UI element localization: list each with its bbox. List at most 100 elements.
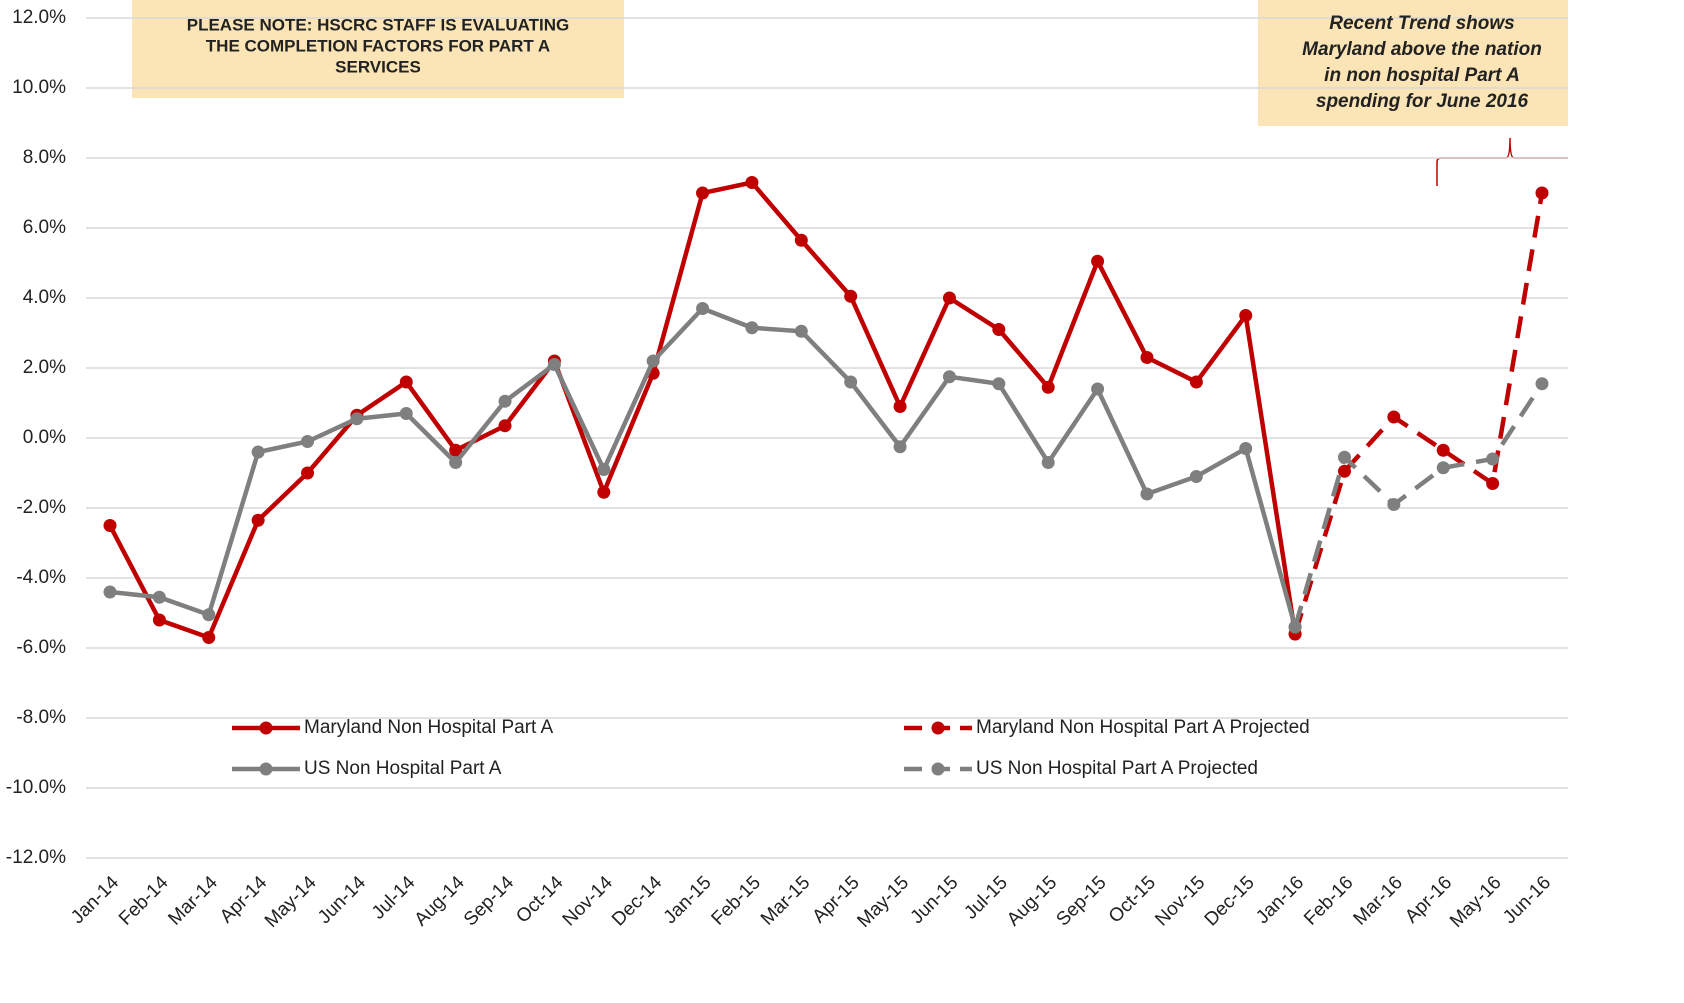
y-tick-label: -12.0% bbox=[6, 847, 66, 868]
y-tick-label: -10.0% bbox=[6, 777, 66, 798]
data-point bbox=[844, 375, 858, 389]
annotation: Recent Trend shows bbox=[1329, 13, 1514, 34]
x-tick-label: Jan-14 bbox=[67, 872, 123, 928]
data-point bbox=[1140, 487, 1154, 501]
data-point bbox=[597, 485, 611, 499]
data-point bbox=[449, 443, 463, 457]
data-point bbox=[745, 176, 759, 189]
legend-label: US Non Hospital Part A Projected bbox=[976, 758, 1258, 779]
data-point bbox=[1535, 377, 1549, 391]
bracket bbox=[1436, 137, 1568, 186]
data-point bbox=[1239, 309, 1253, 322]
series-line bbox=[109, 305, 1298, 628]
series-line bbox=[108, 180, 1298, 641]
y-tick-label: 0.0% bbox=[23, 427, 66, 448]
x-tick-label: Sep-14 bbox=[460, 872, 518, 930]
data-point bbox=[1288, 620, 1302, 634]
y-tick-label: 4.0% bbox=[23, 287, 66, 308]
grid bbox=[86, 17, 1568, 859]
data-point bbox=[202, 631, 216, 644]
data-point bbox=[251, 513, 265, 527]
legend-marker bbox=[259, 721, 273, 735]
data-point bbox=[498, 394, 512, 408]
x-tick-label: Sep-15 bbox=[1052, 872, 1110, 930]
x-tick-label: Mar-15 bbox=[757, 872, 814, 929]
annotation: spending for June 2016 bbox=[1316, 91, 1529, 112]
legend-marker bbox=[259, 762, 273, 776]
series-line bbox=[1292, 192, 1545, 635]
x-tick-label: Mar-14 bbox=[164, 872, 222, 930]
x-tick-label: Nov-14 bbox=[559, 872, 617, 930]
x-tick-label: Aug-14 bbox=[411, 872, 469, 930]
data-point bbox=[301, 466, 315, 480]
data-point bbox=[646, 354, 660, 368]
x-tick-label: May-15 bbox=[854, 872, 914, 932]
data-point bbox=[794, 324, 808, 338]
data-point bbox=[251, 445, 265, 459]
legend-marker bbox=[931, 762, 945, 776]
data-point bbox=[794, 233, 808, 247]
data-point bbox=[1337, 450, 1351, 464]
note-box bbox=[1258, 0, 1568, 126]
data-point bbox=[449, 456, 463, 469]
data-point bbox=[696, 302, 710, 315]
x-tick-label: Feb-15 bbox=[708, 872, 765, 929]
data-point bbox=[498, 419, 512, 433]
x-tick-label: Oct-15 bbox=[1105, 872, 1160, 927]
y-tick-label: -4.0% bbox=[16, 567, 66, 588]
data-point bbox=[696, 186, 710, 200]
legend-label: US Non Hospital Part A bbox=[304, 758, 502, 779]
data-point bbox=[1189, 375, 1203, 389]
data-point bbox=[1436, 461, 1450, 475]
x-tick-label: Mar-16 bbox=[1350, 872, 1407, 929]
data-point bbox=[1091, 382, 1105, 396]
data-point bbox=[1337, 464, 1351, 478]
x-tick-label: Jan-15 bbox=[660, 872, 716, 928]
data-point bbox=[1189, 470, 1203, 483]
data-point bbox=[1387, 498, 1401, 511]
y-tick-label: 8.0% bbox=[23, 147, 66, 168]
legend-marker bbox=[931, 721, 945, 735]
y-tick-label: 2.0% bbox=[23, 357, 66, 378]
data-point bbox=[1486, 452, 1500, 466]
data-point bbox=[301, 435, 315, 448]
x-tick-label: Jun-16 bbox=[1499, 872, 1555, 928]
x-tick-label: Aug-15 bbox=[1003, 872, 1061, 930]
y-tick-label: 10.0% bbox=[12, 77, 66, 98]
x-tick-label: Dec-14 bbox=[608, 872, 666, 930]
x-tick-label: Oct-14 bbox=[512, 872, 567, 927]
data-point bbox=[202, 608, 216, 622]
data-point bbox=[992, 377, 1006, 391]
data-point bbox=[893, 440, 907, 454]
x-tick-label: Feb-16 bbox=[1300, 872, 1357, 929]
x-tick-label: May-14 bbox=[261, 872, 321, 932]
x-tick-label: Dec-15 bbox=[1201, 872, 1259, 930]
data-point bbox=[844, 289, 858, 303]
data-point bbox=[942, 291, 956, 305]
annotation: PLEASE NOTE: HSCRC STAFF IS EVALUATING bbox=[187, 15, 570, 34]
data-point bbox=[1535, 186, 1549, 200]
data-point bbox=[1436, 443, 1450, 457]
note-box bbox=[132, 0, 624, 98]
x-tick-label: Jun-14 bbox=[314, 872, 370, 928]
x-tick-label: Nov-15 bbox=[1151, 872, 1209, 930]
data-point bbox=[1387, 410, 1401, 424]
data-point bbox=[399, 407, 413, 420]
data-point bbox=[1486, 477, 1500, 490]
data-point bbox=[1140, 351, 1154, 364]
data-point bbox=[103, 585, 117, 599]
data-point bbox=[745, 321, 759, 335]
data-point bbox=[893, 400, 907, 413]
data-point bbox=[992, 323, 1006, 336]
x-tick-label: Jun-15 bbox=[907, 872, 963, 928]
data-point bbox=[1239, 442, 1253, 455]
y-tick-label: -6.0% bbox=[16, 637, 66, 658]
data-point bbox=[547, 358, 561, 371]
data-point bbox=[1041, 380, 1055, 394]
y-tick-label: 12.0% bbox=[12, 7, 66, 28]
data-point bbox=[152, 613, 166, 627]
data-point bbox=[942, 370, 956, 384]
data-point bbox=[350, 412, 364, 426]
data-point bbox=[399, 375, 413, 389]
